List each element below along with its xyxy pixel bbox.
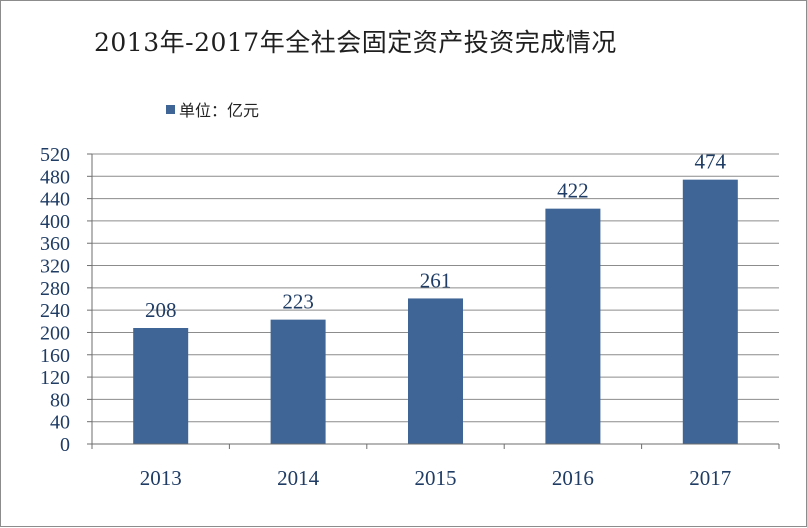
data-label: 223 bbox=[282, 290, 314, 314]
y-tick-label: 360 bbox=[40, 233, 70, 255]
y-tick-label: 0 bbox=[60, 434, 70, 456]
x-tick-label: 2013 bbox=[140, 466, 182, 490]
legend: 单位：亿元 bbox=[166, 97, 259, 121]
bar bbox=[270, 319, 326, 444]
legend-swatch bbox=[166, 104, 175, 114]
x-tick-label: 2015 bbox=[415, 466, 457, 490]
bar bbox=[682, 179, 738, 444]
data-label: 474 bbox=[695, 150, 727, 174]
y-tick-label: 160 bbox=[40, 345, 70, 367]
y-tick-label: 440 bbox=[40, 189, 70, 211]
y-tick-label: 80 bbox=[50, 389, 70, 411]
data-label: 422 bbox=[557, 179, 589, 203]
y-tick-label: 400 bbox=[40, 211, 70, 233]
bar bbox=[133, 328, 189, 444]
y-tick-label: 240 bbox=[40, 300, 70, 322]
bar bbox=[408, 298, 463, 444]
y-tick-label: 200 bbox=[40, 322, 70, 344]
bar bbox=[545, 208, 601, 444]
x-tick-label: 2014 bbox=[277, 466, 320, 490]
y-tick-label: 120 bbox=[40, 367, 70, 389]
y-tick-label: 320 bbox=[40, 256, 70, 278]
bars bbox=[133, 179, 738, 444]
y-tick-label: 40 bbox=[50, 412, 70, 434]
data-label: 261 bbox=[420, 268, 452, 292]
y-tick-label: 520 bbox=[40, 144, 70, 166]
x-tick-label: 2017 bbox=[689, 466, 731, 490]
axes bbox=[87, 153, 780, 449]
y-tick-label: 480 bbox=[40, 166, 70, 188]
y-tick-label: 280 bbox=[40, 278, 70, 300]
legend-label: 单位：亿元 bbox=[179, 101, 260, 120]
x-tick-label: 2016 bbox=[552, 466, 594, 490]
gridlines bbox=[92, 153, 779, 423]
data-label: 208 bbox=[145, 298, 177, 322]
chart-title: 2013年-2017年全社会固定资产投资完成情况 bbox=[94, 28, 617, 57]
